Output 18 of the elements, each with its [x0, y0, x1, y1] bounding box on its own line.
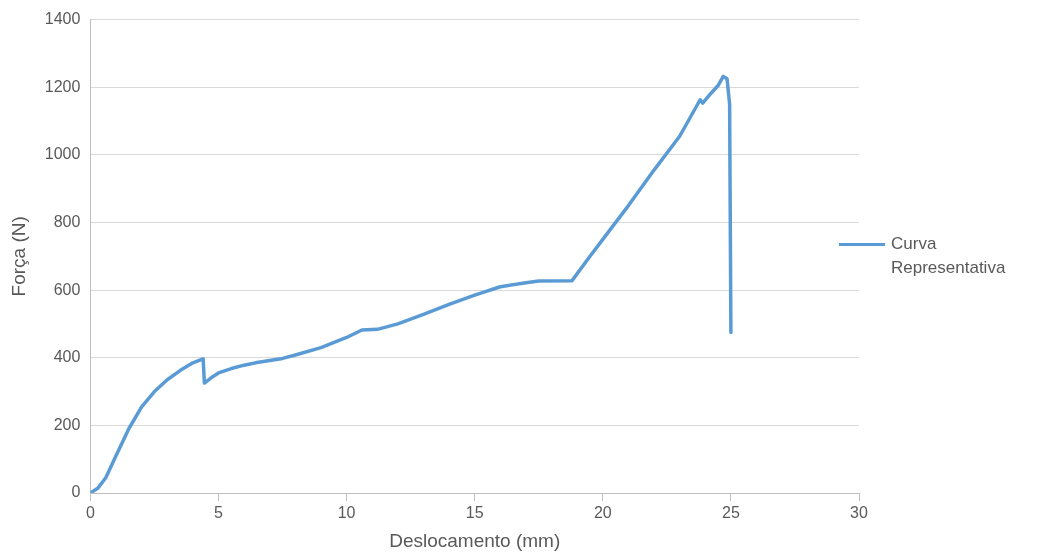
legend-label: Curva Representativa: [891, 233, 1007, 280]
y-tick-label: 0: [71, 483, 81, 501]
x-tick-label: 10: [337, 504, 356, 522]
y-tick-label: 1000: [44, 145, 81, 163]
y-tick-label: 1200: [44, 77, 81, 95]
x-tick-label: 25: [722, 504, 740, 522]
x-tick-label: 30: [850, 504, 868, 522]
y-tick-label: 1400: [44, 10, 81, 28]
x-tick-label: 15: [465, 504, 484, 522]
y-tick-label: 400: [53, 348, 81, 366]
y-tick-label: 800: [53, 212, 81, 230]
y-tick-label: 200: [53, 415, 81, 433]
x-tick-label: 0: [85, 504, 95, 522]
y-axis-title: Força (N): [7, 216, 29, 297]
y-tick-label: 600: [53, 280, 81, 298]
x-tick-label: 20: [593, 504, 612, 522]
x-axis-title: Deslocamento (mm): [389, 529, 561, 551]
x-tick-label: 5: [214, 504, 224, 522]
